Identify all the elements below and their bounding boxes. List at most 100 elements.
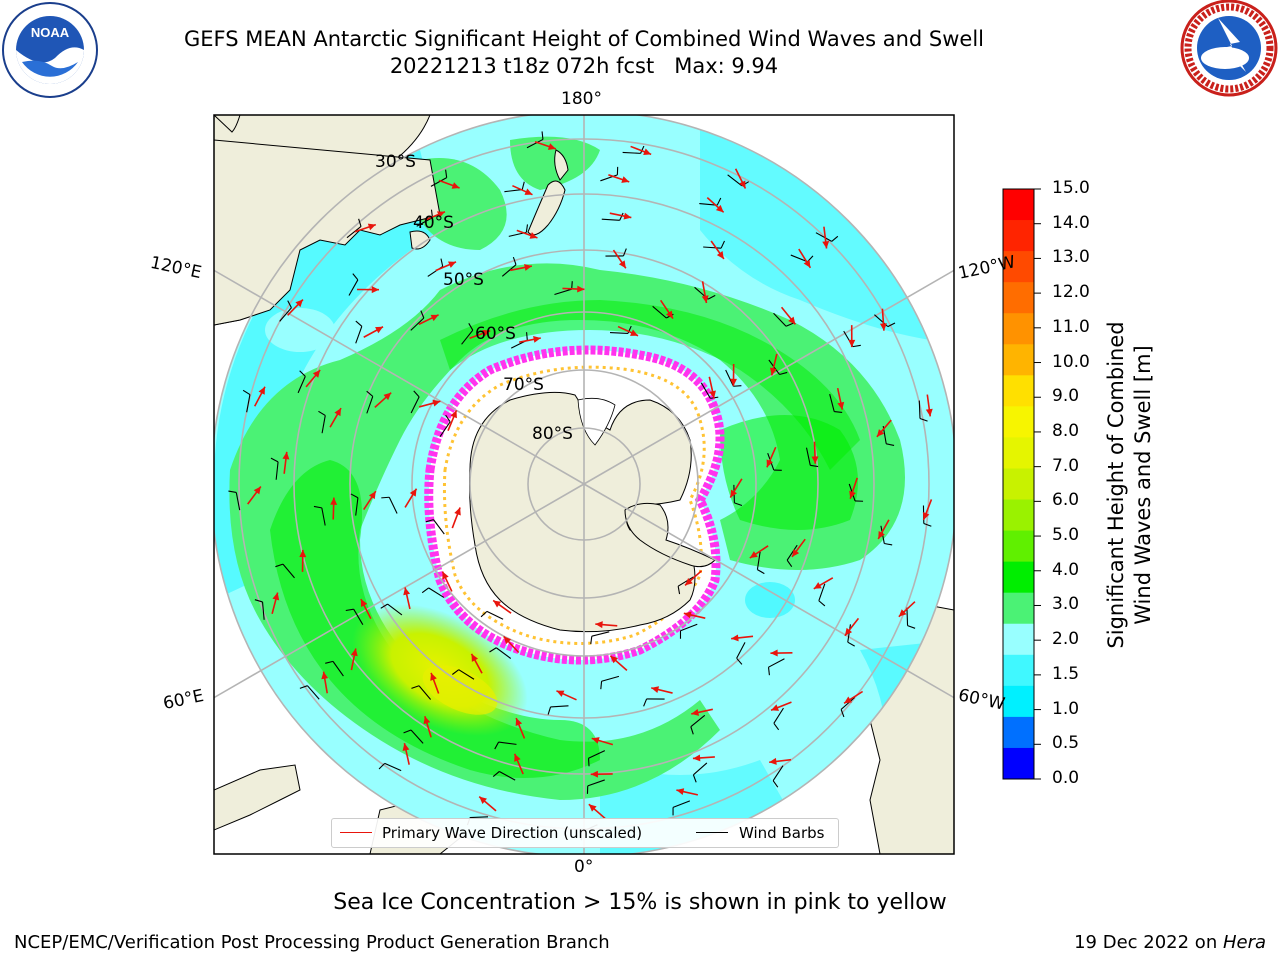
map-frame [213, 114, 955, 855]
wind-barb [652, 305, 667, 319]
wave-arrow-head [730, 489, 738, 498]
colorbar-segment [1003, 499, 1034, 532]
meridian-line [214, 269, 585, 485]
colorbar-segment [1003, 685, 1034, 718]
wave-arrow-head [803, 259, 811, 268]
wind-barb-flag [452, 669, 460, 675]
lat-label-50s: 50°S [443, 270, 484, 290]
wave-arrow-head [813, 582, 822, 589]
colorbar-tick-label: 11.0 [1052, 316, 1090, 337]
wind-barb-flag [785, 322, 794, 327]
wind-barb [677, 576, 694, 587]
wave-arrow-head [409, 488, 417, 497]
colorbar-tick-label: 14.0 [1052, 212, 1090, 233]
colorbar-tick-label: 4.0 [1052, 559, 1080, 580]
wave-arrow-head [533, 335, 541, 343]
wave-arrow-head [676, 788, 685, 796]
sea-ice-note-text: Sea Ice Concentration > 15% is shown in … [333, 890, 947, 915]
wind-barb-flag [521, 181, 525, 190]
colorbar-segment [1003, 251, 1034, 283]
colorbar-segment [1003, 623, 1034, 656]
wind-barb-flag [489, 647, 497, 653]
wind-barb [680, 623, 698, 632]
wind-barb [387, 603, 403, 616]
wave-arrow-head [515, 718, 523, 727]
wind-barb-flag [677, 586, 681, 595]
colorbar-frame [1002, 188, 1035, 780]
wind-barb [498, 741, 517, 745]
wind-barb [768, 658, 785, 668]
wind-barb [818, 583, 826, 601]
colorbar-tick-label: 12.0 [1052, 282, 1090, 303]
wave-arrow-head [691, 709, 700, 716]
wind-barb-flag [468, 323, 474, 331]
wind-barb-swatch [696, 832, 728, 833]
colorbar-segment [1003, 344, 1034, 376]
wave-arrow-head [272, 592, 280, 601]
wind-barb [550, 705, 569, 708]
wind-barb-flag [380, 603, 388, 609]
wave-arrow-head [651, 686, 660, 693]
lat-label-30s: 30°S [375, 152, 416, 172]
meridian-line [583, 269, 954, 485]
wind-barb [725, 369, 734, 387]
wave-arrow-head [618, 260, 626, 269]
wind-barb-flag [773, 723, 780, 731]
wave-arrow-head [595, 621, 603, 629]
wind-barb-flag [810, 464, 819, 468]
wind-barb-flag [571, 281, 573, 290]
nws-logo [1180, 0, 1278, 97]
tasmania [409, 230, 431, 250]
wind-barb-flag [411, 685, 420, 689]
wind-barb-flag [440, 258, 444, 267]
wave-arrow-head [258, 386, 265, 395]
wave-arrow-head [683, 611, 692, 619]
wind-barb-flag [541, 131, 544, 140]
wind-barb [906, 607, 909, 626]
wind-barb [601, 675, 620, 682]
lat-label-70s: 70°S [503, 375, 544, 395]
wind-barb [235, 492, 241, 511]
wind-barb [601, 218, 620, 221]
wind-barbs-layer [228, 131, 932, 841]
colorbar-segment [1003, 220, 1034, 252]
wave-arrow-head [621, 176, 630, 183]
wind-barb [430, 177, 447, 187]
wind-barb [805, 447, 811, 466]
wind-barb [353, 608, 364, 625]
wind-barb [829, 394, 835, 412]
wind-barb-flag [707, 294, 716, 300]
wave-arrow-head [749, 551, 758, 559]
wind-barb [501, 264, 517, 277]
wind-barb-flag [242, 389, 251, 396]
wave-arrow-head [432, 399, 441, 407]
wave-arrow-head [312, 369, 321, 378]
colorbar-tick-label: 3.0 [1052, 594, 1080, 615]
wind-barb [554, 288, 572, 295]
wave-arrow-head [375, 326, 384, 334]
wind-barb-flag [919, 418, 928, 422]
wind-barb-flag [757, 569, 765, 575]
wind-barb-flag [840, 709, 845, 718]
wind-barb [815, 232, 832, 242]
colorbar-tick-label: 5.0 [1052, 525, 1080, 546]
wind-barb-flag [590, 636, 593, 645]
wind-barb-flag [587, 758, 590, 767]
wave-arrow-head [330, 497, 338, 505]
wave-arrow-head [715, 204, 724, 213]
wind-barb [918, 400, 921, 419]
wave-arrow-head [878, 531, 885, 540]
colorbar-segment [1003, 313, 1034, 345]
wind-barb [439, 421, 451, 437]
wind-barb-flag [355, 320, 363, 327]
wind-barb-flag [445, 169, 448, 178]
wind-barb-flag [480, 610, 488, 618]
colorbar-tick-label: 8.0 [1052, 420, 1080, 441]
wind-barb [416, 217, 433, 227]
wind-barb-flag [445, 414, 451, 423]
wind-barb [433, 519, 445, 535]
wind-barb-flag [884, 542, 893, 546]
wave-arrow-head [253, 486, 261, 495]
wind-barb-flag [512, 256, 517, 265]
wind-barb [321, 507, 326, 526]
